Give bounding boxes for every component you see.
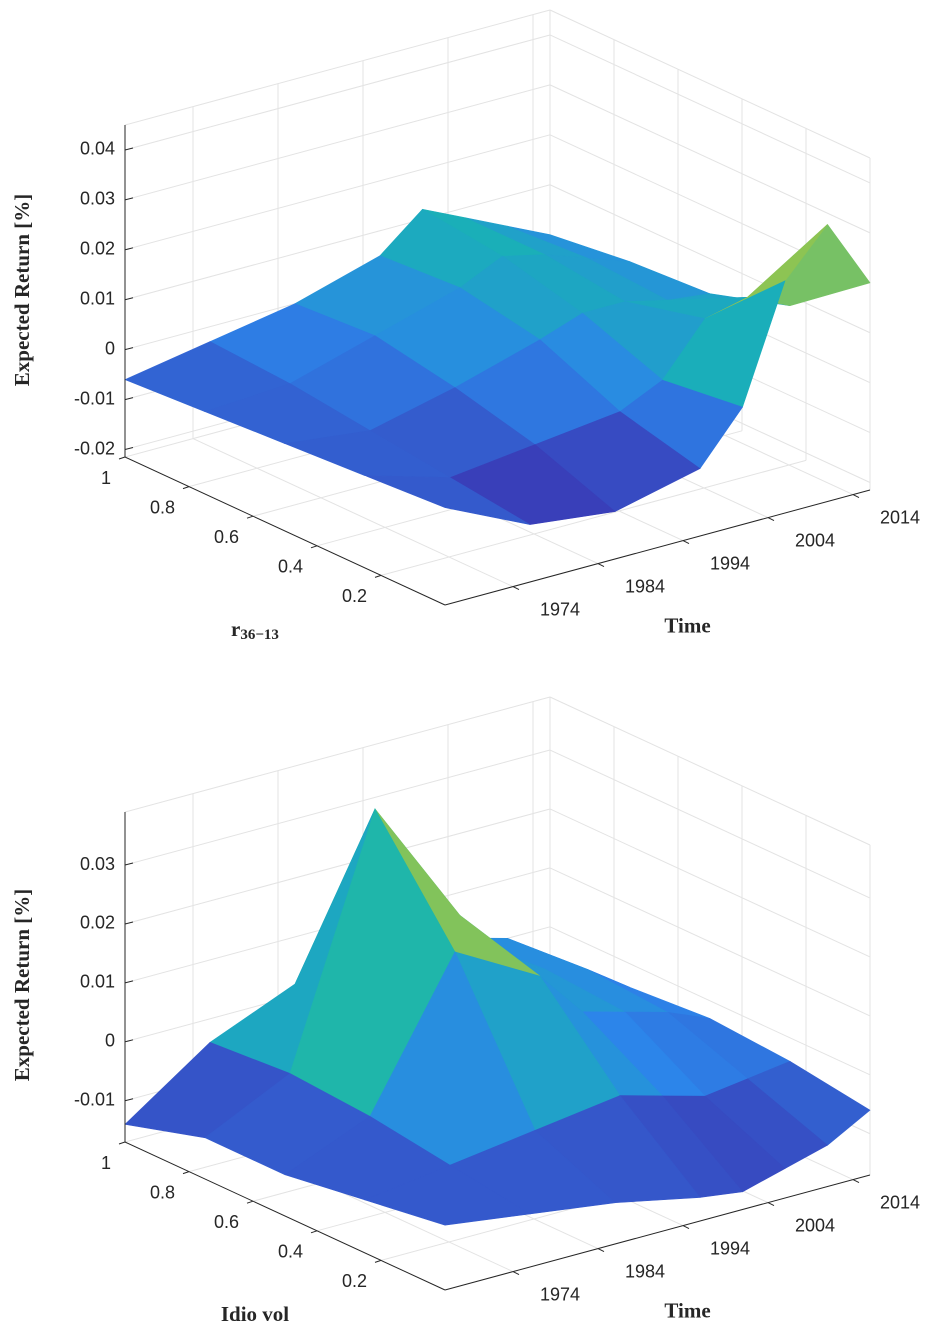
y-tick [182,486,190,490]
z-tick-label: -0.01 [74,388,115,408]
y-tick-label: 0.4 [278,1242,303,1262]
x-tick [852,1179,860,1184]
x-tick [767,1202,775,1207]
grid-line [124,184,551,301]
z-tick-label: -0.01 [74,1090,115,1110]
y-tick [118,1141,126,1145]
x-tick-label: 1974 [540,1284,580,1304]
y-tick-label: 0.2 [342,586,367,606]
z-tick [124,297,134,301]
z-tick [124,147,134,151]
y-tick-label: 0.4 [278,557,303,577]
box-edge [549,696,871,846]
box-edge [549,9,871,159]
x-tick-label: 2004 [795,530,835,550]
surface-patch [364,1164,531,1226]
z-tick-label: 0 [105,1031,115,1051]
z-tick-label: 0.04 [80,139,115,159]
y-tick [182,1171,190,1175]
x-tick [682,1225,690,1230]
grid-line [124,34,551,151]
x-tick-label: 1994 [710,1238,750,1258]
grid-line [380,459,807,576]
grid-line [549,184,871,334]
y-axis-title-main: r [231,617,240,641]
grid-line [549,749,871,899]
z-tick [124,197,134,201]
y-tick-label: 0.2 [342,1271,367,1291]
grid-line [124,808,551,925]
grid-line [549,926,871,1076]
x-tick-label: 1974 [540,599,580,619]
z-tick [124,921,134,925]
y-tick-label: 1 [101,468,111,488]
x-tick-label: 1994 [710,553,750,573]
y-axis [124,1141,446,1291]
grid-line [124,134,551,251]
grid-line [124,749,551,866]
x-tick [852,494,860,499]
grid-line [549,34,871,184]
y-axis-title: r36−13 [231,617,279,644]
x-axis [444,489,871,606]
grid-line [549,808,871,958]
y-tick [310,1230,318,1234]
grid-line [192,438,514,588]
x-tick [597,563,605,568]
x-tick [512,1271,520,1276]
box-edge [124,696,551,813]
y-tick [246,515,254,519]
z-axis-title: Expected Return [%] [10,194,34,386]
x-tick-label: 1984 [625,1261,665,1281]
z-tick-label: 0.03 [80,854,115,874]
grid-line [124,84,551,201]
surface-patch [364,475,531,525]
z-tick [124,347,134,351]
x-axis-title: Time [664,613,710,637]
x-tick [512,586,520,591]
z-tick [124,980,134,984]
x-tick-label: 2014 [880,507,920,527]
grid-line [549,84,871,234]
x-tick-label: 2014 [880,1192,920,1212]
y-tick-label: 0.6 [214,527,239,547]
y-tick [374,1259,382,1263]
z-tick-label: 0.01 [80,972,115,992]
z-tick [124,247,134,251]
y-axis-title: Idio vol [221,1302,289,1326]
x-axis [444,1174,871,1291]
y-tick-label: 1 [101,1153,111,1173]
z-tick [124,1098,134,1102]
x-axis-title: Time [664,1298,710,1322]
z-axis-title: Expected Return [%] [10,889,34,1081]
z-tick [124,447,134,450]
z-tick-label: -0.02 [74,438,115,458]
x-tick-label: 1984 [625,576,665,596]
z-tick-label: 0.02 [80,239,115,259]
y-tick-label: 0.8 [150,1182,175,1202]
box-edge [124,9,551,126]
x-tick [597,1248,605,1253]
z-tick-label: 0.01 [80,288,115,308]
x-tick [682,540,690,545]
z-tick-label: 0 [105,338,115,358]
z-tick-label: 0.03 [80,189,115,209]
grid-line [549,867,871,1017]
y-tick-label: 0.8 [150,497,175,517]
y-tick [310,545,318,549]
y-axis-title-main: Idio vol [221,1302,289,1326]
y-tick [118,456,126,460]
y-tick [374,574,382,578]
y-axis [124,456,446,606]
z-tick [124,862,134,866]
z-tick-label: 0.02 [80,913,115,933]
z-tick [124,397,134,401]
x-tick [767,517,775,522]
x-tick-label: 2004 [795,1215,835,1235]
z-tick [124,1039,134,1043]
y-tick [246,1200,254,1204]
y-tick-label: 0.6 [214,1212,239,1232]
y-axis-title-subscript: 36−13 [240,627,279,643]
